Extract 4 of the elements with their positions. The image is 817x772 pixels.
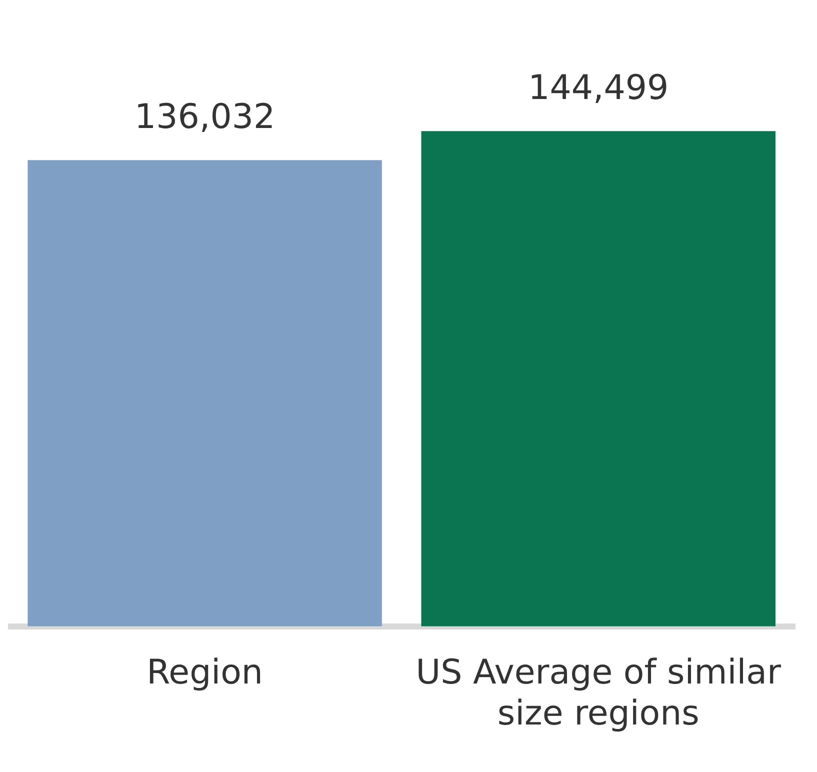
x-tick-label: US Average of similar size regions <box>416 652 782 734</box>
x-tick-label: Region <box>146 652 263 693</box>
data-label: 136,032 <box>134 96 276 137</box>
data-label: 144,499 <box>528 68 669 108</box>
